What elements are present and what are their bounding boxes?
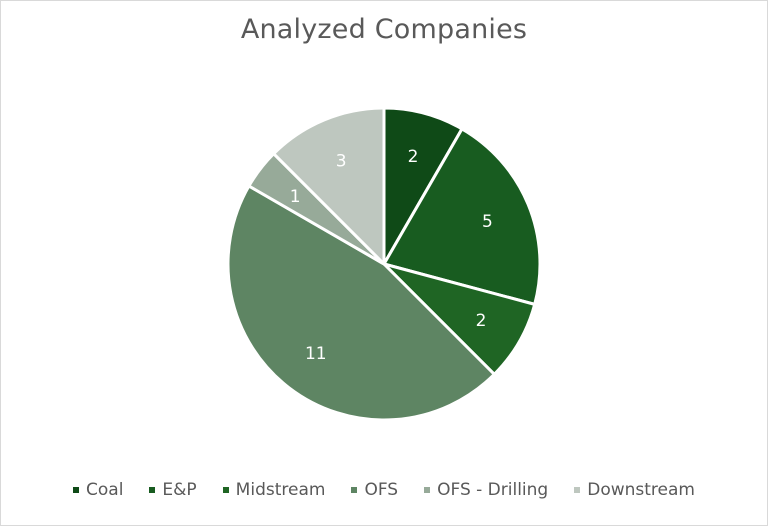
legend-swatch-downstream [574,487,581,493]
legend-item-ofs-drilling: OFS - Drilling [424,480,548,500]
pie-slice-downstream [272,106,386,266]
chart-title: Analyzed Companies [240,14,528,45]
legend-swatch-ofs [351,487,358,493]
pie-slices [226,106,542,422]
data-label-midstream: 2 [476,311,487,331]
legend-label-ofs: OFS [364,480,399,500]
legend-swatch-eandp [149,487,156,493]
legend-swatch-midstream [222,487,229,493]
legend-label-downstream: Downstream [587,480,695,500]
legend-swatch-ofs-drilling [424,487,431,493]
legend-label-eandp: E&P [162,480,197,500]
data-label-coal: 2 [408,147,419,167]
legend-swatch-coal [73,487,79,493]
chart-legend: Coal E&P Midstream OFS OFS - Drilling Downstr… [0,480,768,500]
legend-item-downstream: Downstream [574,480,695,500]
pie-slice-ofs [226,184,496,422]
legend-item-eandp: E&P [149,480,197,500]
legend-item-ofs: OFS [351,480,398,500]
pie-slice-eandp [382,127,542,306]
data-label-ofs: 11 [305,344,327,364]
legend-label-midstream: Midstream [235,480,326,500]
data-label-eandp: 5 [482,212,493,232]
data-label-ofs-drilling: 1 [290,187,301,207]
legend-item-midstream: Midstream [222,480,326,500]
data-label-downstream: 3 [336,152,347,172]
legend-label-ofs-drilling: OFS - Drilling [437,480,549,500]
legend-item-coal: Coal [73,480,123,500]
legend-label-coal: Coal [86,480,124,500]
